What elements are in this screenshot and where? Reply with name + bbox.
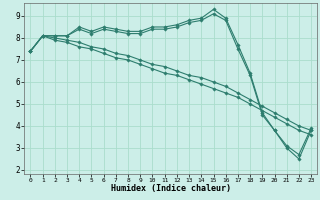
- X-axis label: Humidex (Indice chaleur): Humidex (Indice chaleur): [111, 184, 231, 193]
